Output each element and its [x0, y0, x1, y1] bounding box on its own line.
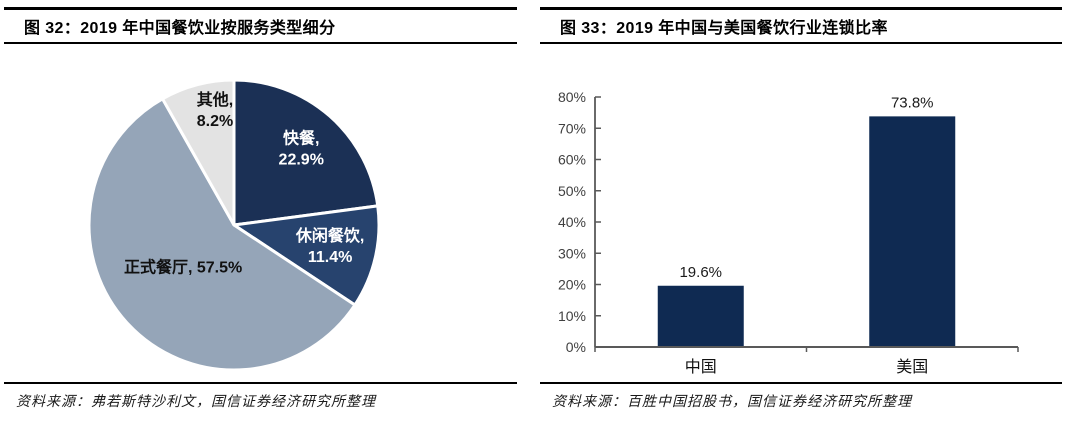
y-tick-label: 10% [558, 308, 586, 324]
bar-1 [869, 116, 956, 347]
y-tick-label: 20% [558, 277, 586, 293]
y-tick-label: 80% [558, 89, 586, 105]
y-tick-label: 60% [558, 152, 586, 168]
panel-top-rule [540, 7, 1062, 10]
pie-slice-label-2: 正式餐厅, 57.5% [124, 257, 242, 276]
bar-value-label-1: 73.8% [891, 94, 934, 111]
pie-slice-label-3: 其他, 8.2% [197, 90, 233, 130]
pie-slice-label-0: 快餐, 22.9% [279, 128, 324, 168]
figure-panel-32: 图 32：2019 年中国餐饮业按服务类型细分 快餐, 22.9% 休闲餐饮, 11.… [4, 0, 517, 429]
title-bottom-rule [4, 42, 517, 44]
panel-title: 图 32：2019 年中国餐饮业按服务类型细分 [24, 20, 336, 37]
pie-slice-0 [232, 78, 380, 227]
panel-top-rule [4, 7, 517, 10]
y-tick-label: 40% [558, 214, 586, 230]
y-tick-label: 70% [558, 120, 586, 136]
y-tick-label: 30% [558, 245, 586, 261]
pie-slice-label-1: 休闲餐饮, 11.4% [295, 226, 364, 266]
y-tick-label: 0% [566, 339, 586, 355]
pie-chart: 快餐, 22.9% 休闲餐饮, 11.4% 正式餐厅, 57.5% 其他, 8.2% [87, 78, 381, 372]
bar-chart: 0% 10% 20% 30% 40% 50% 60% 70% 80% 19.6% 中国 73.8% 美国 [558, 89, 1019, 376]
category-label-0: 中国 [685, 358, 717, 376]
panel-footer-rule [4, 382, 517, 384]
figure-panel-33: 图 33：2019 年中国与美国餐饮行业连锁比率 0% 10% 20% 30% 40% 5… [540, 0, 1062, 429]
bar-value-label-0: 19.6% [679, 264, 722, 281]
pie-slice-1 [232, 204, 381, 307]
source-text: 资料来源：弗若斯特沙利文，国信证券经济研究所整理 [16, 395, 376, 410]
pie-slice-2 [87, 97, 357, 372]
panel-title: 图 33：2019 年中国与美国餐饮行业连锁比率 [560, 20, 888, 37]
y-tick-label: 50% [558, 183, 586, 199]
bar-0 [657, 285, 744, 347]
category-label-1: 美国 [896, 358, 928, 376]
source-text: 资料来源：百胜中国招股书，国信证券经济研究所整理 [552, 395, 912, 410]
title-bottom-rule [540, 42, 1062, 44]
panel-footer-rule [540, 382, 1062, 384]
pie-slice-3 [161, 78, 236, 227]
